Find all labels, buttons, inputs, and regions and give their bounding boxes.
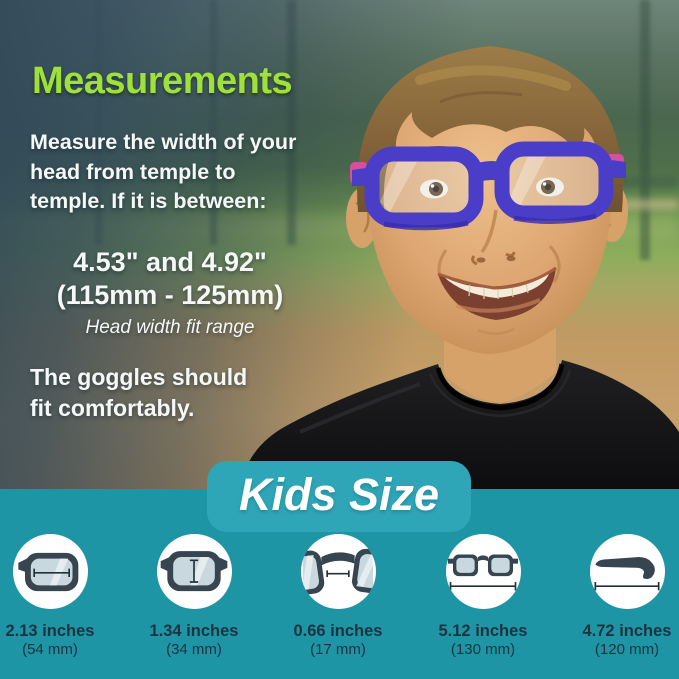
bridge-width-icon: [303, 548, 373, 596]
intro-line: Measure the width of your: [30, 130, 297, 154]
intro-text: Measure the width of your head from temp…: [30, 128, 296, 217]
boy-with-goggles-illustration: [240, 46, 679, 490]
kids-size-label: Kids Size: [238, 468, 440, 520]
frame-width-circle: [445, 534, 521, 609]
size-item-lens-height: 1.34 inches (34 mm): [128, 534, 260, 658]
size-measurements-row: 2.13 inches (54 mm) 1.34 inches (34: [0, 534, 679, 679]
lens-width-icon: [18, 552, 79, 591]
kids-size-banner: Kids Size: [207, 461, 471, 532]
intro-line: temple. If it is between:: [30, 189, 267, 213]
bridge-width-circle: [300, 534, 376, 609]
temple-length-icon: [594, 556, 660, 590]
size-value-mm: (130 mm): [450, 641, 516, 658]
size-value: 1.34 inches: [149, 622, 239, 640]
size-item-temple-length: 4.72 inches (120 mm): [561, 534, 679, 658]
fit-note-line: fit comfortably.: [30, 395, 195, 421]
photo-baseball-field: [0, 0, 679, 490]
temple-length-circle: [589, 534, 665, 609]
size-value: 4.72 inches: [582, 622, 672, 640]
size-value-mm: (34 mm): [166, 641, 222, 658]
range-caption: Head width fit range: [85, 317, 255, 338]
fit-note: The goggles should fit comfortably.: [30, 362, 247, 424]
size-value-mm: (17 mm): [310, 641, 366, 658]
size-value: 0.66 inches: [293, 622, 383, 640]
range-mm: (115mm - 125mm): [56, 280, 284, 310]
size-item-lens-width: 2.13 inches (54 mm): [0, 534, 116, 658]
size-value: 5.12 inches: [438, 622, 528, 640]
fit-note-line: The goggles should: [30, 364, 248, 390]
lens-width-circle: [12, 534, 88, 609]
intro-line: head from temple to: [30, 159, 236, 184]
frame-width-icon: [448, 554, 518, 590]
head-width-range: 4.53" and 4.92" (115mm - 125mm) Head wid…: [0, 246, 340, 341]
size-value: 2.13 inches: [5, 622, 95, 640]
lens-height-icon: [160, 550, 228, 591]
page-title: Measurements: [32, 60, 293, 102]
size-value-mm: (54 mm): [22, 641, 78, 658]
size-item-frame-width: 5.12 inches (130 mm): [417, 534, 549, 658]
lens-height-circle: [156, 534, 232, 609]
measurements-copy: Measurements Measure the width of your h…: [0, 0, 360, 490]
size-value-mm: (120 mm): [594, 641, 660, 658]
size-item-bridge-width: 0.66 inches (17 mm): [272, 534, 404, 658]
range-inches: 4.53" and 4.92": [73, 247, 267, 277]
